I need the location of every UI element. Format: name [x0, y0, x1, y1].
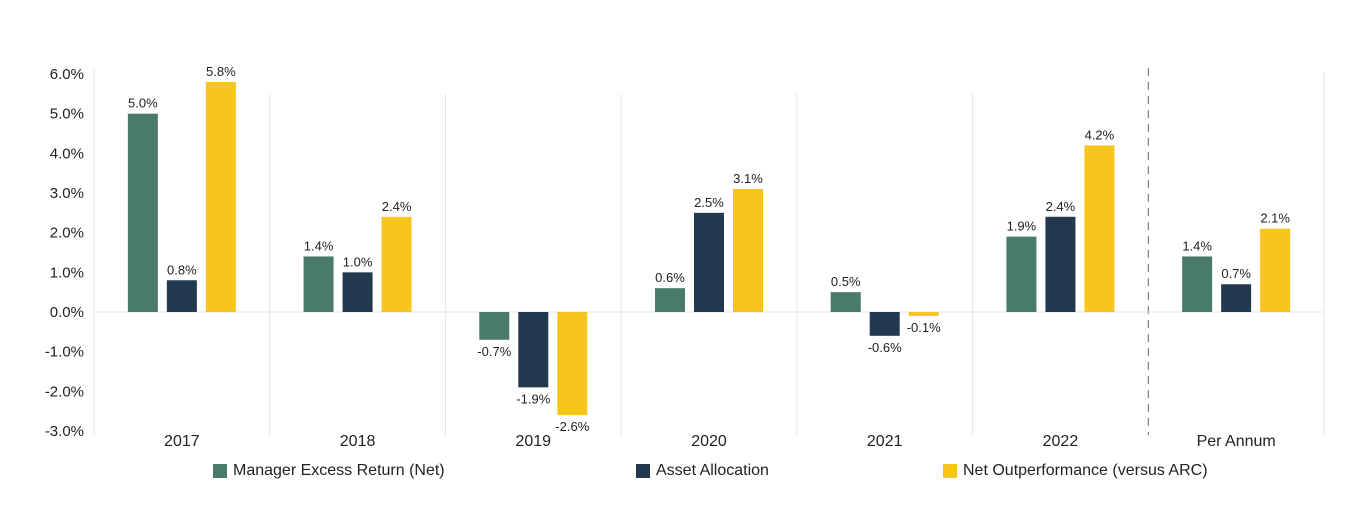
bar-manager-excess-return-net-2021	[830, 292, 861, 312]
legend-item-net-outperformance: Net Outperformance (versus ARC)	[943, 462, 1208, 480]
bar-chart: 6.0% 5.0% 4.0% 3.0% 2.0% 1.0% 0.0% -1.0% -2.0% -3…	[45, 64, 1325, 450]
data-label-asset-allocation-2017: 0.8%	[167, 262, 197, 277]
bar-manager-excess-return-net-2018	[303, 256, 334, 312]
bar-asset-allocation-per-annum	[1221, 284, 1252, 312]
bar-asset-allocation-2020	[694, 212, 724, 312]
y-tick-label: 4.0%	[50, 145, 84, 162]
bar-asset-allocation-2019	[518, 312, 549, 388]
legend-label-asset-allocation: Asset Allocation	[656, 462, 769, 479]
data-label-asset-allocation-2020: 2.5%	[694, 195, 724, 210]
bar-manager-excess-return-net-2020	[655, 288, 685, 312]
bar-net-outperformance-versus-arc-2018	[381, 216, 412, 312]
bar-net-outperformance-versus-arc-2017	[205, 81, 236, 312]
data-label-asset-allocation-2021: -0.6%	[868, 340, 902, 355]
bar-manager-excess-return-net-per-annum	[1182, 256, 1213, 312]
bar-asset-allocation-2018	[342, 272, 373, 312]
x-category-label-per-annum: Per Annum	[1197, 433, 1276, 450]
x-category-label-2017: 2017	[164, 433, 200, 450]
x-category-label-2018: 2018	[340, 433, 376, 450]
data-label-net-outperformance-versus-arc-2017: 5.8%	[206, 64, 236, 79]
bar-asset-allocation-2022	[1045, 216, 1076, 312]
data-label-manager-excess-return-net-per-annum: 1.4%	[1182, 238, 1212, 253]
y-tick-label: -3.0%	[45, 423, 84, 440]
bar-net-outperformance-versus-arc-2020	[733, 189, 763, 312]
legend-label-manager-excess-return: Manager Excess Return (Net)	[233, 462, 445, 479]
data-label-net-outperformance-versus-arc-2019: -2.6%	[555, 419, 589, 434]
data-label-asset-allocation-2018: 1.0%	[343, 254, 373, 269]
y-tick-label: 0.0%	[50, 304, 84, 321]
bar-manager-excess-return-net-2019	[479, 312, 510, 340]
y-tick-label: -1.0%	[45, 344, 84, 361]
data-label-net-outperformance-versus-arc-2020: 3.1%	[733, 171, 763, 186]
data-label-net-outperformance-versus-arc-2018: 2.4%	[382, 199, 412, 214]
y-tick-label: 3.0%	[50, 185, 84, 202]
legend-swatch-net-outperformance	[943, 464, 957, 478]
y-tick-label: 5.0%	[50, 106, 84, 123]
bar-net-outperformance-versus-arc-per-annum	[1260, 228, 1291, 312]
data-label-net-outperformance-versus-arc-2021: -0.1%	[907, 320, 941, 335]
data-label-manager-excess-return-net-2022: 1.9%	[1007, 219, 1037, 234]
data-label-asset-allocation-2022: 2.4%	[1046, 199, 1076, 214]
data-label-manager-excess-return-net-2021: 0.5%	[831, 274, 861, 289]
y-tick-label: -2.0%	[45, 383, 84, 400]
x-category-label-2019: 2019	[515, 433, 551, 450]
x-category-label-2020: 2020	[691, 433, 727, 450]
y-tick-label: 1.0%	[50, 264, 84, 281]
legend-swatch-manager-excess-return	[213, 464, 227, 478]
legend-item-manager-excess-return: Manager Excess Return (Net)	[213, 462, 445, 480]
y-tick-label: 2.0%	[50, 225, 84, 242]
x-category-label-2022: 2022	[1043, 433, 1079, 450]
data-label-manager-excess-return-net-2018: 1.4%	[304, 238, 334, 253]
data-label-manager-excess-return-net-2017: 5.0%	[128, 96, 158, 111]
bar-manager-excess-return-net-2017	[127, 113, 158, 313]
x-category-label-2021: 2021	[867, 433, 903, 450]
bar-net-outperformance-versus-arc-2021	[908, 312, 939, 316]
data-label-net-outperformance-versus-arc-2022: 4.2%	[1085, 127, 1115, 142]
bar-asset-allocation-2021	[869, 312, 900, 336]
data-label-manager-excess-return-net-2020: 0.6%	[655, 270, 685, 285]
bar-net-outperformance-versus-arc-2022	[1084, 145, 1115, 312]
legend-item-asset-allocation: Asset Allocation	[636, 462, 769, 480]
y-tick-label: 6.0%	[50, 66, 84, 83]
data-label-net-outperformance-versus-arc-per-annum: 2.1%	[1260, 211, 1290, 226]
chart-legend: Manager Excess Return (Net) Asset Alloca…	[0, 462, 1366, 492]
legend-label-net-outperformance: Net Outperformance (versus ARC)	[963, 462, 1208, 479]
legend-swatch-asset-allocation	[636, 464, 650, 478]
bar-manager-excess-return-net-2022	[1006, 236, 1037, 312]
bar-net-outperformance-versus-arc-2019	[557, 312, 588, 416]
data-label-manager-excess-return-net-2019: -0.7%	[477, 344, 511, 359]
data-label-asset-allocation-per-annum: 0.7%	[1221, 266, 1251, 281]
data-label-asset-allocation-2019: -1.9%	[516, 391, 550, 406]
bar-asset-allocation-2017	[166, 280, 197, 312]
